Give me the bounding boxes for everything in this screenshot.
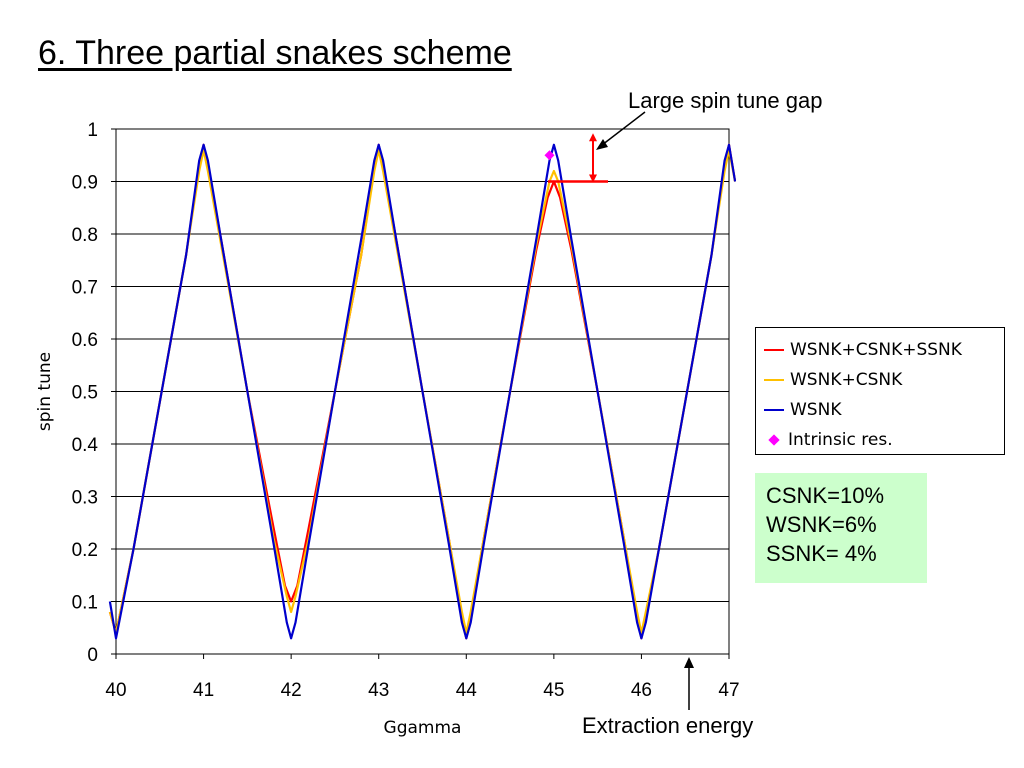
- x-axis-label: Ggamma: [384, 718, 462, 738]
- x-tick-label: 45: [543, 680, 564, 701]
- y-tick-label: 0.8: [72, 225, 98, 246]
- x-tick-label: 42: [281, 680, 302, 701]
- y-tick-label: 0.2: [72, 540, 98, 561]
- x-tick-label: 40: [105, 680, 126, 701]
- y-tick-label: 0.9: [72, 173, 98, 194]
- x-tick-label: 43: [368, 680, 389, 701]
- gap-annotation-label: Large spin tune gap: [628, 88, 823, 113]
- legend-swatch-yellow: [764, 379, 784, 381]
- info-line-csnk: CSNK=10%: [766, 483, 885, 508]
- y-tick-label: 0.7: [72, 278, 98, 299]
- diamond-marker-icon: [768, 434, 780, 446]
- legend-label: WSNK+CSNK: [790, 370, 903, 390]
- gap-pointer-arrowhead: [596, 139, 608, 150]
- info-line-ssnk: SSNK= 4%: [766, 541, 877, 566]
- x-tick-label: 47: [718, 680, 739, 701]
- intrinsic-resonance-point: [544, 150, 555, 161]
- y-tick-label: 0.5: [72, 383, 98, 404]
- gap-pointer-arrow: [601, 111, 646, 146]
- series-line-wsnk: [108, 143, 736, 640]
- extraction-pointer-arrowhead: [684, 657, 694, 668]
- legend: WSNK+CSNK+SSNK WSNK+CSNK WSNK Intrinsic …: [755, 327, 1005, 455]
- legend-item-wsnk-csnk-ssnk: WSNK+CSNK+SSNK: [764, 335, 1004, 365]
- legend-label: WSNK+CSNK+SSNK: [790, 340, 962, 360]
- legend-swatch-blue: [764, 409, 784, 411]
- y-axis-label: spin tune: [35, 352, 55, 431]
- x-tick-label: 44: [456, 680, 478, 701]
- y-tick-label: 1: [87, 120, 98, 141]
- legend-label: Intrinsic res.: [788, 430, 893, 450]
- y-tick-label: 0.3: [72, 488, 98, 509]
- info-line-wsnk: WSNK=6%: [766, 512, 877, 537]
- slide-title: 6. Three partial snakes scheme: [38, 34, 512, 72]
- y-tick-label: 0.6: [72, 330, 98, 351]
- y-tick-label: 0.4: [72, 435, 99, 456]
- y-tick-label: 0.1: [72, 593, 98, 614]
- x-tick-label: 41: [193, 680, 214, 701]
- legend-item-wsnk-csnk: WSNK+CSNK: [764, 365, 1004, 395]
- legend-label: WSNK: [790, 400, 842, 420]
- legend-item-wsnk: WSNK: [764, 395, 1004, 425]
- extraction-annotation-label: Extraction energy: [582, 713, 754, 738]
- gap-arrowhead-up: [589, 133, 597, 142]
- gap-arrowhead-down: [589, 174, 597, 183]
- x-tick-label: 46: [631, 680, 652, 701]
- snake-strength-box: CSNK=10% WSNK=6% SSNK= 4%: [755, 473, 927, 583]
- y-tick-label: 0: [87, 645, 98, 666]
- legend-swatch-red: [764, 349, 784, 351]
- legend-item-intrinsic: Intrinsic res.: [764, 425, 1004, 455]
